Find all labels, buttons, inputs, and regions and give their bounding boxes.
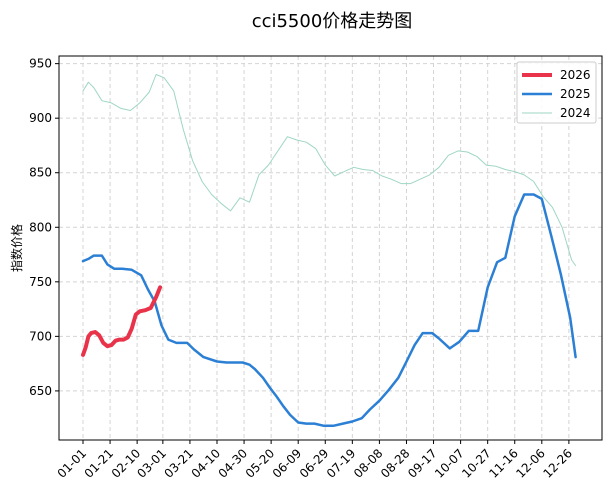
x-tick-label: 10-07 [432,446,467,481]
x-tick-label: 12-26 [540,446,575,481]
x-tick-label: 01-01 [55,446,90,481]
y-tick-label: 900 [29,111,52,125]
x-tick-label: 08-08 [351,446,386,481]
legend-frame [516,61,597,124]
grid-lines [59,56,602,440]
legend-label: 2026 [560,68,591,82]
x-tick-label: 07-19 [324,446,359,481]
y-tick-label: 850 [29,166,52,180]
x-tick-label: 12-06 [513,446,548,481]
y-tick-label: 800 [29,220,52,234]
legend: 2026 2025 2024 [516,61,597,124]
y-tick-label: 750 [29,275,52,289]
y-axis: 650 700 750 800 850 900 950 [29,57,59,398]
x-tick-label: 03-21 [161,446,196,481]
x-tick-label: 03-01 [134,446,169,481]
legend-label: 2024 [560,106,591,120]
plot-area-frame [58,55,603,441]
y-tick-label: 950 [29,57,52,71]
x-tick-label: 08-28 [378,446,413,481]
series-line-2026 [81,285,163,357]
legend-label: 2025 [560,87,591,101]
x-tick-label: 11-16 [486,446,521,481]
x-tick-label: 01-21 [82,446,117,481]
x-axis: 01-0101-2102-1003-0103-2104-1004-3005-20… [55,440,575,481]
chart-title: cci5500价格走势图 [252,11,413,32]
x-tick-label: 10-27 [459,446,494,481]
y-axis-label: 指数价格 [9,224,24,272]
x-tick-label: 09-17 [405,446,440,481]
y-tick-label: 700 [29,329,52,343]
series-layer [81,74,577,428]
y-tick-label: 650 [29,384,52,398]
x-tick-label: 06-09 [270,446,305,481]
x-tick-label: 04-10 [189,446,224,481]
x-tick-label: 04-30 [216,446,251,481]
x-tick-label: 05-20 [243,446,278,481]
series-line-2024 [82,74,577,266]
x-tick-label: 06-29 [297,446,332,481]
